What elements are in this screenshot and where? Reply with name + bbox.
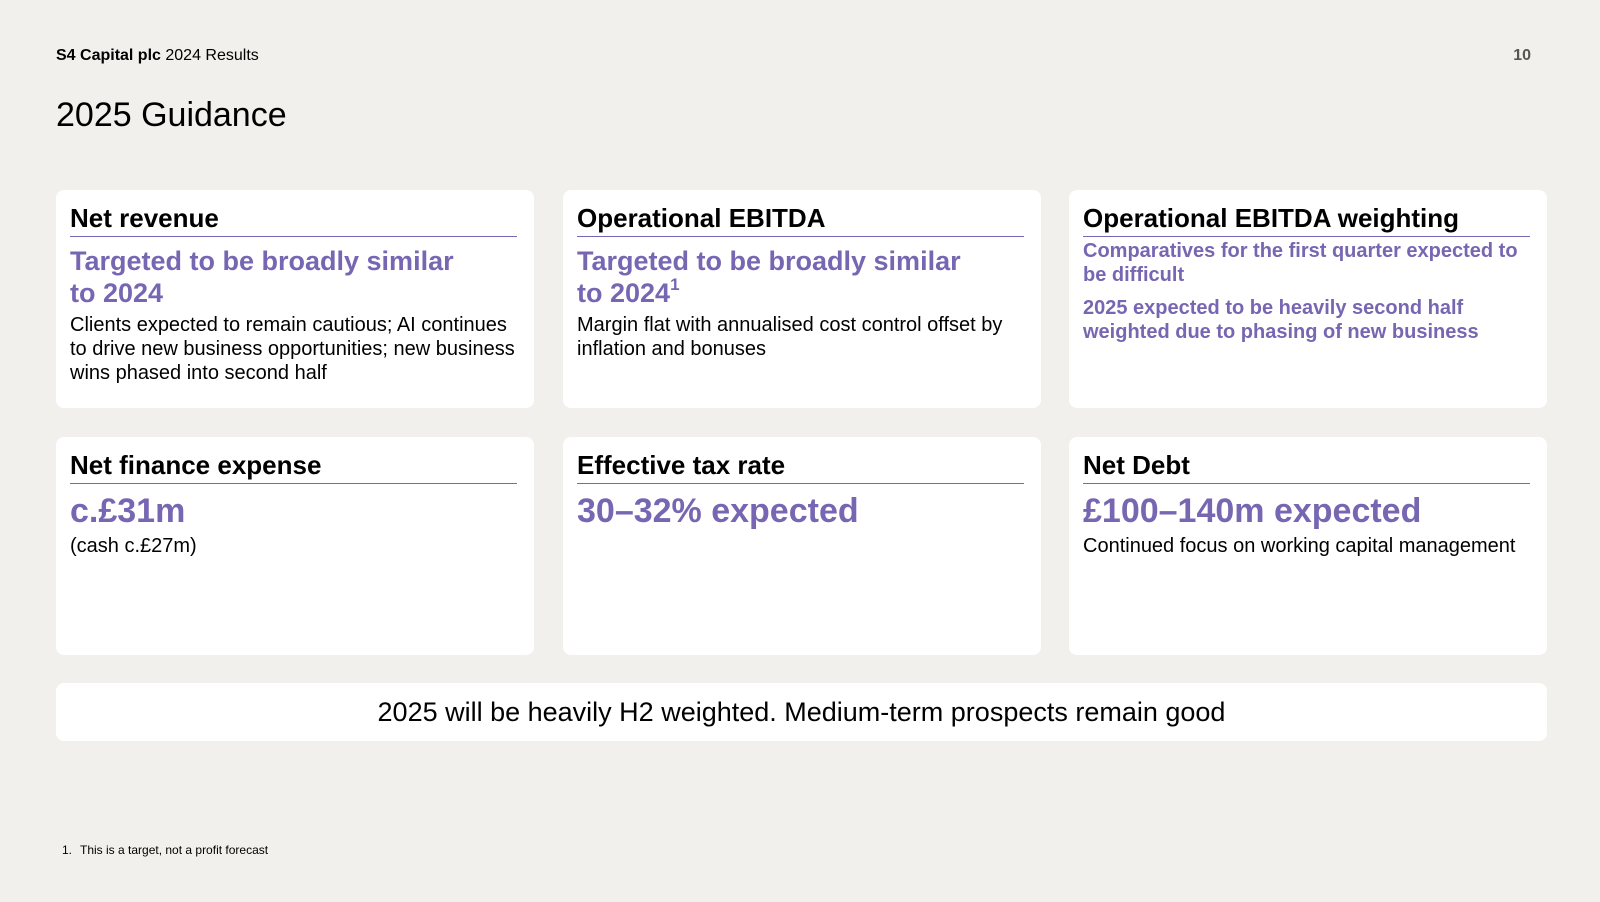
card-heading: Effective tax rate	[577, 449, 1024, 484]
card-body: Clients expected to remain cautious; AI …	[70, 314, 515, 384]
card-highlight: 30–32% expected	[577, 492, 859, 530]
card-heading: Net finance expense	[70, 449, 517, 484]
card-net-debt: Net Debt £100–140m expected Continued fo…	[1069, 437, 1547, 655]
highlight-line-1: Targeted to be broadly similar	[577, 246, 961, 276]
card-body: Continued focus on working capital manag…	[1083, 535, 1516, 557]
card-heading: Net Debt	[1083, 449, 1530, 484]
card-highlight: Targeted to be broadly similar to 20241	[577, 245, 1024, 309]
card-effective-tax-rate: Effective tax rate 30–32% expected	[563, 437, 1041, 655]
card-highlight: £100–140m expected	[1083, 492, 1422, 530]
card-body: Margin flat with annualised cost control…	[577, 314, 1003, 360]
highlight-line-2: to 2024	[70, 278, 164, 308]
highlight-line-2: to 2024	[577, 278, 671, 308]
card-point-1: Comparatives for the first quarter expec…	[1083, 240, 1518, 286]
company-name: S4 Capital plc	[56, 47, 161, 64]
footnote-text: This is a target, not a profit forecast	[80, 843, 269, 857]
card-ebitda-weighting: Operational EBITDA weighting Comparative…	[1069, 190, 1547, 408]
card-net-revenue: Net revenue Targeted to be broadly simil…	[56, 190, 534, 408]
card-operational-ebitda: Operational EBITDA Targeted to be broadl…	[563, 190, 1041, 408]
report-name: 2024 Results	[165, 47, 259, 64]
footnote-marker: 1	[670, 275, 680, 294]
page-title: 2025 Guidance	[56, 96, 287, 134]
highlight-line-1: Targeted to be broadly similar	[70, 246, 454, 276]
card-body: (cash c.£27m)	[70, 535, 197, 557]
card-highlight: Targeted to be broadly similar to 2024	[70, 245, 517, 309]
summary-banner: 2025 will be heavily H2 weighted. Medium…	[56, 683, 1547, 741]
card-heading: Net revenue	[70, 202, 517, 237]
header-company: S4 Capital plc 2024 Results	[56, 46, 259, 66]
card-net-finance-expense: Net finance expense c.£31m (cash c.£27m)	[56, 437, 534, 655]
card-point-2: 2025 expected to be heavily second half …	[1083, 297, 1479, 343]
footnote-number: 1.	[62, 843, 73, 857]
card-highlight: c.£31m	[70, 492, 186, 530]
card-heading: Operational EBITDA	[577, 202, 1024, 237]
card-heading: Operational EBITDA weighting	[1083, 202, 1530, 237]
page-number: 10	[1513, 47, 1531, 64]
footnote: 1. This is a target, not a profit forecas…	[62, 843, 268, 858]
